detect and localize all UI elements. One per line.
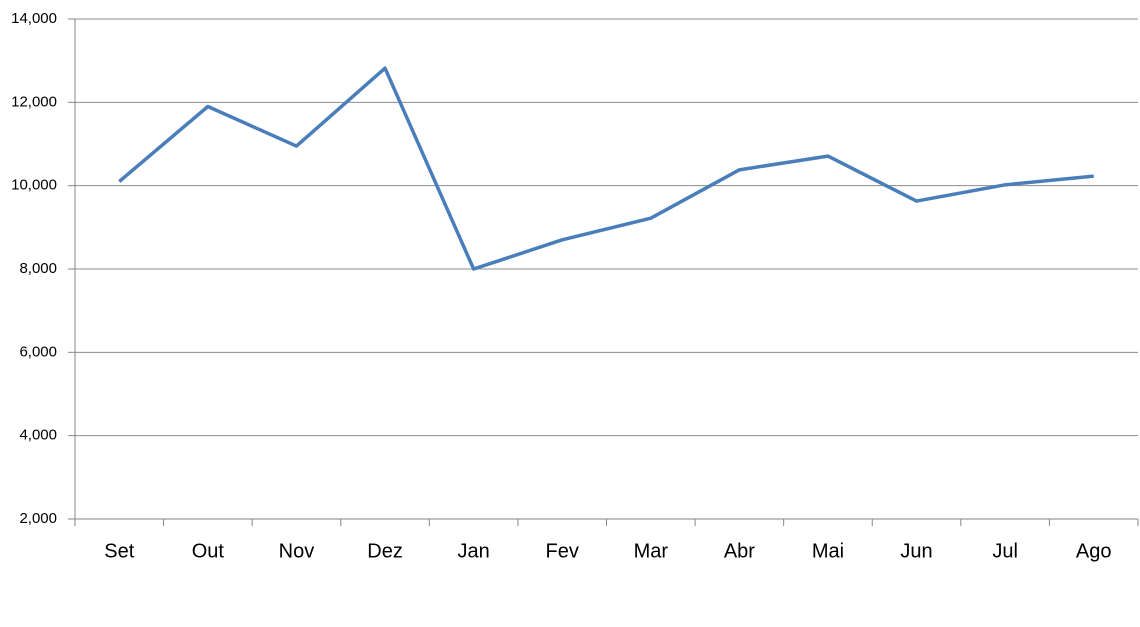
y-tick-label: 12,000 (11, 93, 57, 110)
y-tick-label: 10,000 (11, 177, 57, 194)
x-tick-label: Mai (812, 540, 844, 562)
x-tick-label: Out (192, 540, 225, 562)
y-tick-label: 6,000 (19, 343, 57, 360)
x-tick-label: Jul (992, 540, 1018, 562)
line (118, 66, 1094, 271)
x-tick-label: Dez (367, 540, 403, 562)
x-tick-label: Ago (1076, 540, 1112, 562)
x-tick-label: Jun (900, 540, 932, 562)
x-tick-label: Set (104, 540, 134, 562)
y-tick-label: 8,000 (19, 260, 57, 277)
y-tick-label: 4,000 (19, 427, 57, 444)
y-tick-label: 2,000 (19, 510, 57, 527)
x-tick-label: Jan (458, 540, 490, 562)
x-tick-label: Nov (279, 540, 315, 562)
x-tick-label: Abr (724, 540, 755, 562)
x-tick-label: Fev (546, 540, 579, 562)
y-tick-label: 14,000 (11, 10, 57, 27)
x-tick-label: Mar (634, 540, 669, 562)
